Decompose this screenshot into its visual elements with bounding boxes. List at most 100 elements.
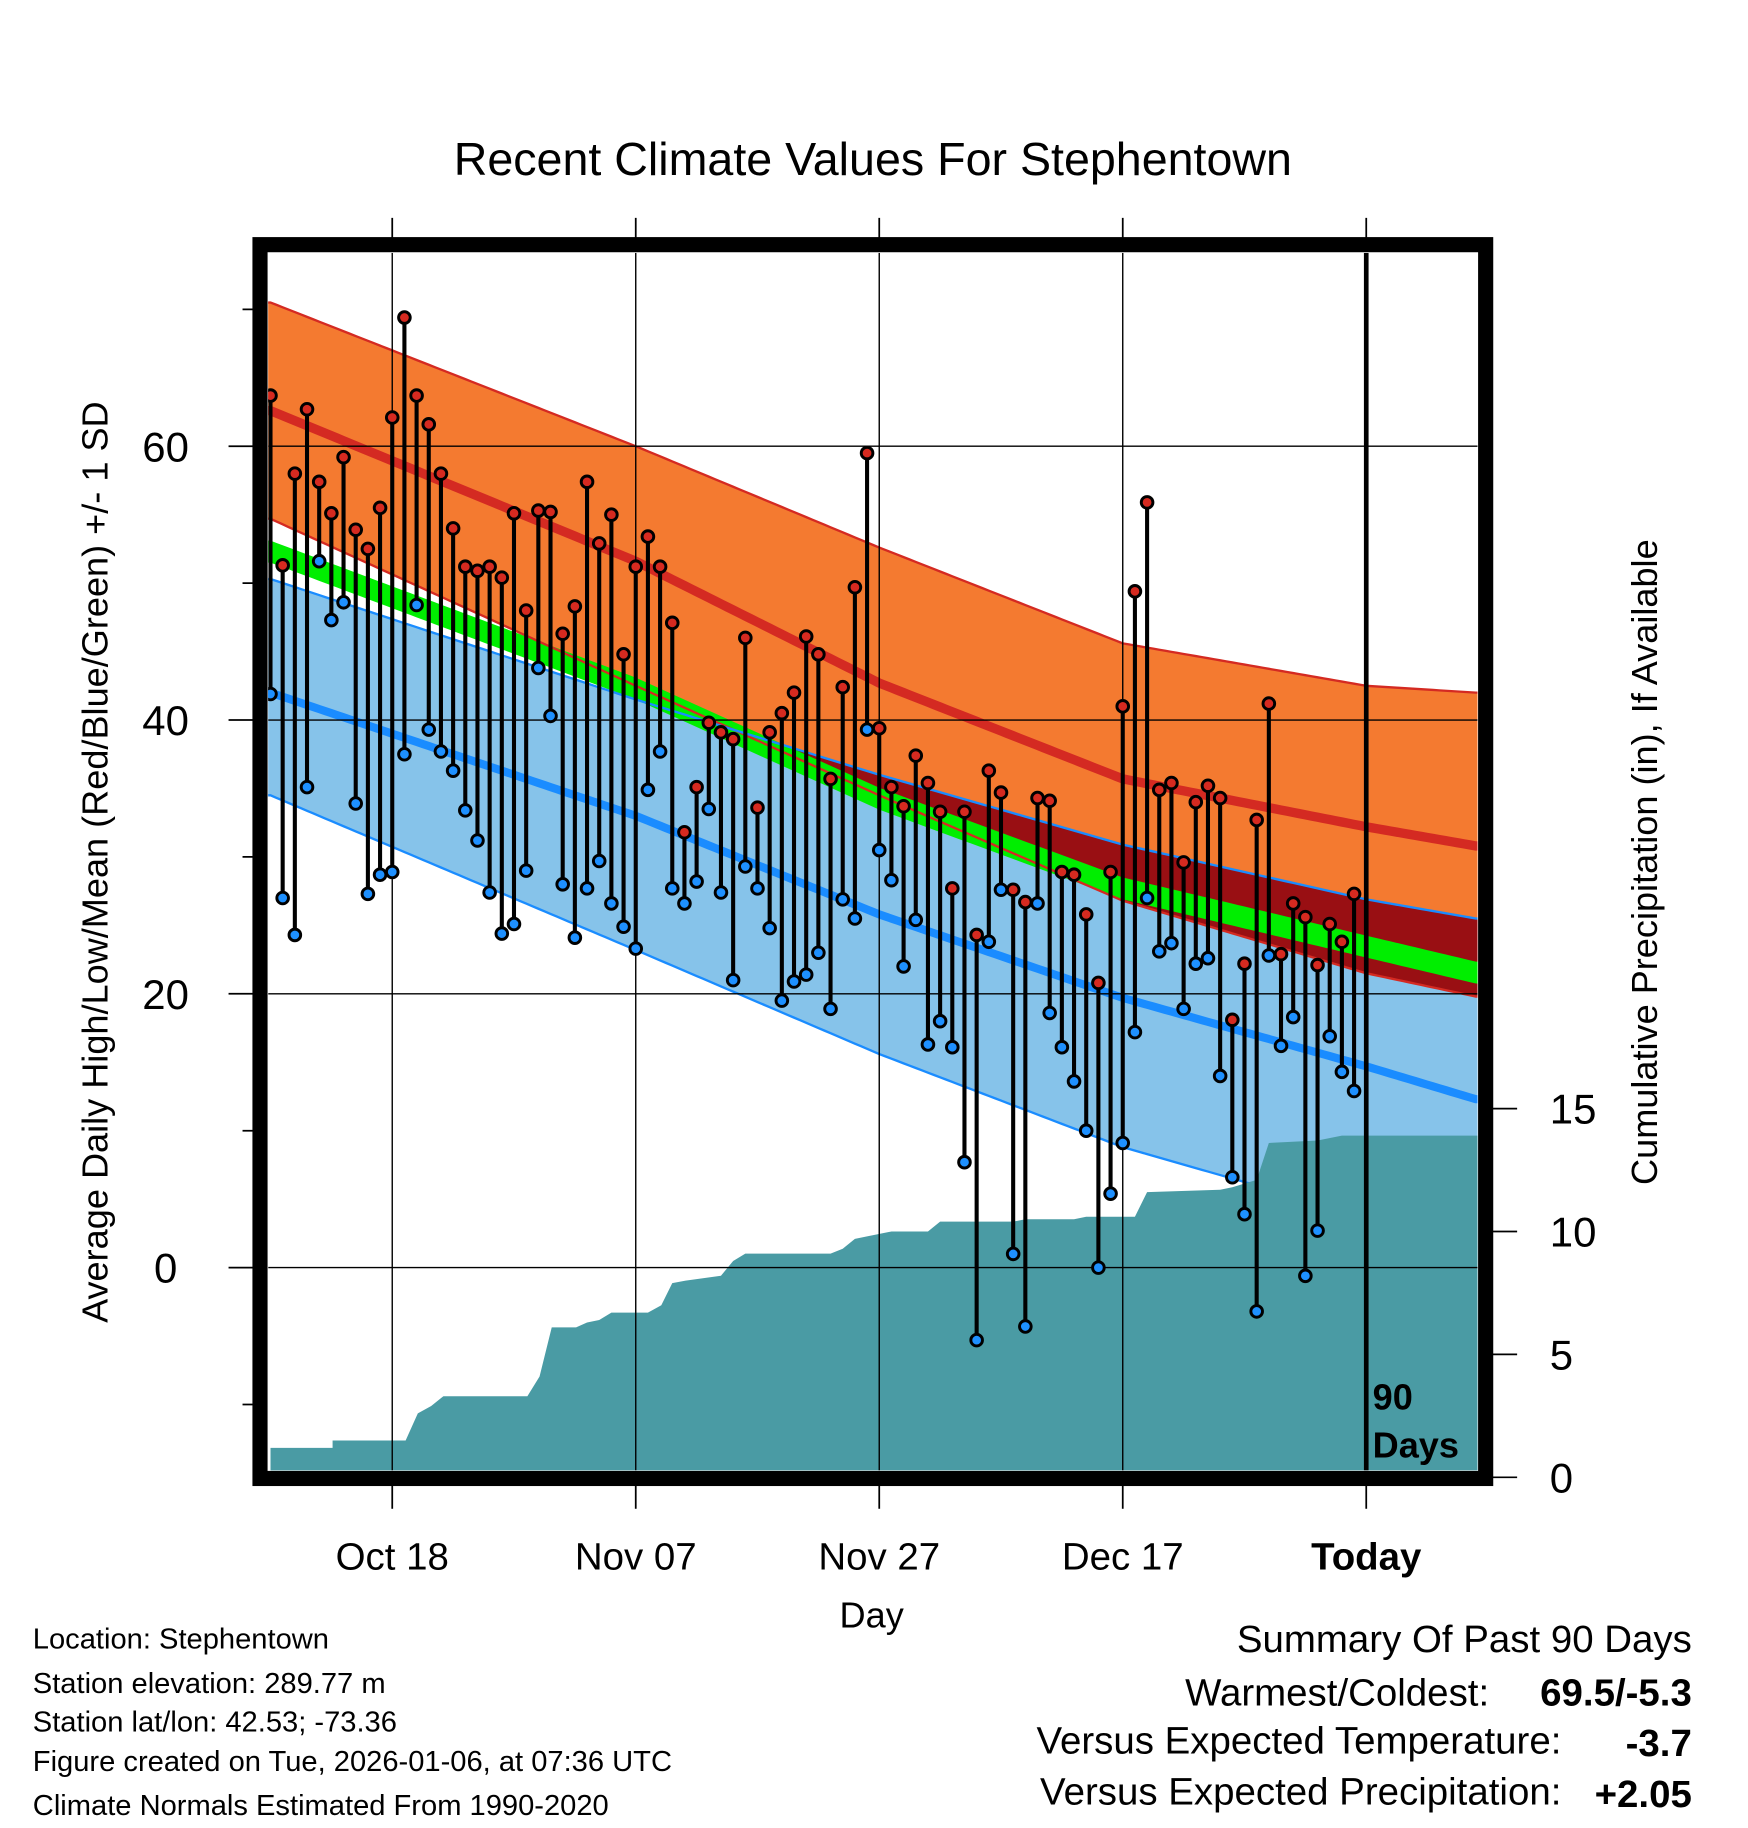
- high-point: [701, 715, 717, 731]
- today-days-label-2: Days: [1373, 1425, 1459, 1466]
- high-point: [268, 388, 278, 403]
- high-point: [884, 779, 899, 795]
- low-point: [932, 1013, 948, 1029]
- low-point: [336, 595, 351, 610]
- high-sd-band: [268, 302, 1478, 997]
- high-point: [1018, 894, 1033, 910]
- low-point: [604, 896, 619, 911]
- high-point: [299, 401, 315, 417]
- low-point: [1078, 1123, 1094, 1138]
- high-point: [1091, 975, 1106, 991]
- high-point: [1334, 934, 1350, 950]
- high-point: [470, 563, 485, 579]
- low-point: [640, 782, 656, 798]
- warmest-value: 69.5/-5.3: [1540, 1672, 1692, 1715]
- low-point: [1164, 935, 1179, 951]
- low-point: [324, 612, 339, 628]
- high-point: [1042, 793, 1057, 809]
- low-point: [1200, 950, 1216, 966]
- high-point: [1151, 782, 1167, 798]
- y2-tick-label: 5: [1550, 1332, 1573, 1379]
- y-tick-label: 20: [142, 971, 189, 1018]
- low-point: [1042, 1005, 1057, 1021]
- low-point: [871, 842, 887, 858]
- high-point: [482, 559, 497, 574]
- high-point: [397, 310, 412, 325]
- low-point: [1237, 1206, 1252, 1222]
- high-point: [908, 748, 924, 763]
- high-point: [591, 536, 607, 551]
- low-point: [1139, 890, 1155, 906]
- high-point: [847, 579, 863, 595]
- low-point: [1066, 1074, 1082, 1089]
- high-point: [1298, 909, 1313, 925]
- low-point: [1249, 1304, 1264, 1319]
- low-point: [847, 911, 863, 926]
- high-point: [1188, 794, 1204, 810]
- observations: [268, 310, 1362, 1348]
- high-point: [920, 775, 936, 791]
- high-point: [1285, 896, 1301, 911]
- low-point: [1310, 1223, 1325, 1238]
- high-point: [531, 503, 546, 518]
- x-tick-label: Oct 18: [336, 1535, 449, 1578]
- high-point: [652, 559, 668, 574]
- x-tick-label: Nov 27: [818, 1535, 940, 1578]
- low-point: [579, 881, 595, 896]
- low-point: [268, 686, 278, 702]
- low-point: [445, 763, 461, 778]
- high-point: [713, 725, 729, 740]
- low-point: [1005, 1246, 1021, 1262]
- cumulative-precip-area: [270, 1135, 1478, 1471]
- low-point: [1322, 1028, 1338, 1044]
- low-point: [1334, 1064, 1350, 1080]
- high-point: [738, 630, 753, 646]
- low-point: [664, 881, 680, 896]
- footer-normals: Climate Normals Estimated From 1990-2020: [33, 1790, 609, 1822]
- low-point: [762, 920, 777, 936]
- high-point: [993, 785, 1009, 800]
- high-point: [1310, 957, 1325, 973]
- high-point: [409, 388, 424, 403]
- y2-tick-label: 15: [1550, 1086, 1597, 1133]
- low-point: [384, 864, 400, 880]
- y2-axis-label: Cumulative Precipitation (in), If Availa…: [1624, 539, 1665, 1185]
- y2-tick-label: 10: [1550, 1209, 1597, 1256]
- y-tick-label: 40: [142, 697, 189, 744]
- high-point: [543, 504, 558, 520]
- low-point: [652, 744, 668, 759]
- high-point: [433, 466, 449, 481]
- y2-tick-label: 0: [1550, 1454, 1573, 1501]
- low-point: [993, 882, 1009, 898]
- footer-created: Figure created on Tue, 2026-01-06, at 07…: [33, 1746, 672, 1778]
- low-point: [1285, 1009, 1301, 1025]
- high-point: [725, 731, 741, 747]
- low-point: [567, 930, 583, 945]
- high-point: [1237, 956, 1252, 971]
- footer-elevation: Station elevation: 289.77 m: [33, 1668, 386, 1700]
- low-point: [725, 972, 741, 988]
- low-point: [677, 896, 692, 911]
- high-point: [567, 599, 583, 614]
- low-point: [884, 872, 899, 888]
- high-point: [664, 615, 680, 631]
- high-point: [859, 445, 875, 461]
- high-point: [372, 500, 388, 516]
- today-days-label-1: 90: [1373, 1377, 1413, 1418]
- low-point: [1188, 956, 1204, 971]
- high-point: [871, 720, 887, 736]
- high-point: [1164, 775, 1179, 791]
- high-point: [287, 466, 303, 481]
- low-point: [969, 1332, 984, 1348]
- low-point: [738, 859, 753, 874]
- high-point: [835, 679, 850, 695]
- low-point: [482, 885, 497, 900]
- summary-panel: Summary Of Past 90 Days Warmest/Coldest:…: [1036, 1618, 1691, 1816]
- low-point: [713, 885, 729, 900]
- high-point: [798, 629, 814, 644]
- chart-title: Recent Climate Values For Stephentown: [454, 133, 1292, 185]
- low-point: [555, 877, 570, 892]
- low-point: [1091, 1260, 1106, 1275]
- low-point: [945, 1039, 960, 1055]
- high-point: [1054, 864, 1070, 880]
